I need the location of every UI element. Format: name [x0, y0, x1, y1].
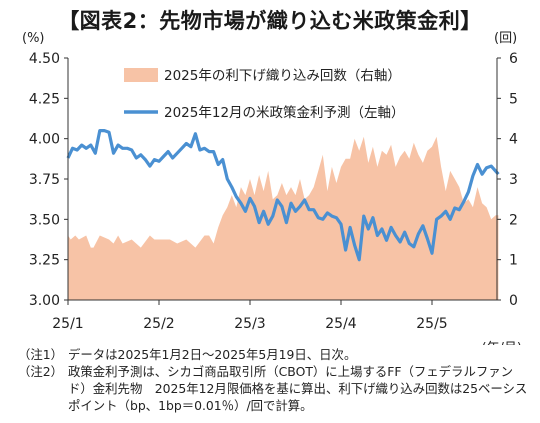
left-axis-unit: (%)	[22, 31, 45, 46]
note-2-text: 政策金利予測は、シカゴ商品取引所（CBOT）に上場するFF（フェデラルファンド）…	[68, 364, 528, 413]
chart-notes: （注1） データは2025年1月2日～2025年5月19日、日次。 （注2） 政…	[18, 346, 528, 414]
right-tick-label: 0	[509, 293, 518, 309]
legend-label-line: 2025年12月の米政策金利予測（左軸）	[164, 104, 405, 121]
left-tick-label: 4.00	[29, 132, 60, 148]
right-tick-label: 2	[509, 212, 518, 228]
right-tick-label: 4	[509, 132, 518, 148]
x-tick-label: 25/4	[325, 316, 357, 332]
left-tick-label: 3.00	[29, 293, 60, 309]
x-axis-unit: (年/月)	[481, 341, 522, 345]
chart-title: 【図表2：先物市場が織り込む米政策金利】	[58, 9, 482, 33]
right-tick-label: 5	[509, 91, 518, 107]
x-tick-label: 25/1	[52, 316, 83, 332]
left-tick-label: 3.75	[29, 172, 60, 188]
x-tick-label: 25/5	[416, 316, 447, 332]
left-tick-label: 4.50	[29, 51, 60, 67]
line-series-rate-forecast	[66, 129, 500, 262]
legend-swatch-area	[124, 68, 158, 82]
right-tick-label: 3	[509, 172, 518, 188]
note-2: （注2） 政策金利予測は、シカゴ商品取引所（CBOT）に上場するFF（フェデラル…	[18, 363, 528, 414]
note-1: （注1） データは2025年1月2日～2025年5月19日、日次。	[18, 346, 528, 363]
note-1-tag: （注1）	[18, 347, 64, 362]
note-1-text: データは2025年1月2日～2025年5月19日、日次。	[68, 347, 357, 362]
x-tick-label: 25/2	[143, 316, 174, 332]
legend-label-area: 2025年の利下げ織り込み回数（右軸）	[164, 68, 401, 84]
right-tick-label: 6	[509, 51, 518, 67]
area-series-cut-count	[68, 136, 499, 300]
left-tick-label: 3.50	[29, 212, 60, 228]
left-tick-label: 3.25	[29, 253, 60, 269]
right-tick-label: 1	[509, 253, 518, 269]
x-tick-label: 25/3	[234, 316, 265, 332]
right-axis-unit: (回)	[494, 31, 517, 46]
note-2-tag: （注2）	[18, 364, 64, 379]
chart: 3.00 3.25 3.50 3.75 4.00 4.25 4.50 0 1 2 3 4 5 6 25/1 2…	[22, 31, 522, 345]
left-tick-label: 4.25	[29, 91, 60, 107]
